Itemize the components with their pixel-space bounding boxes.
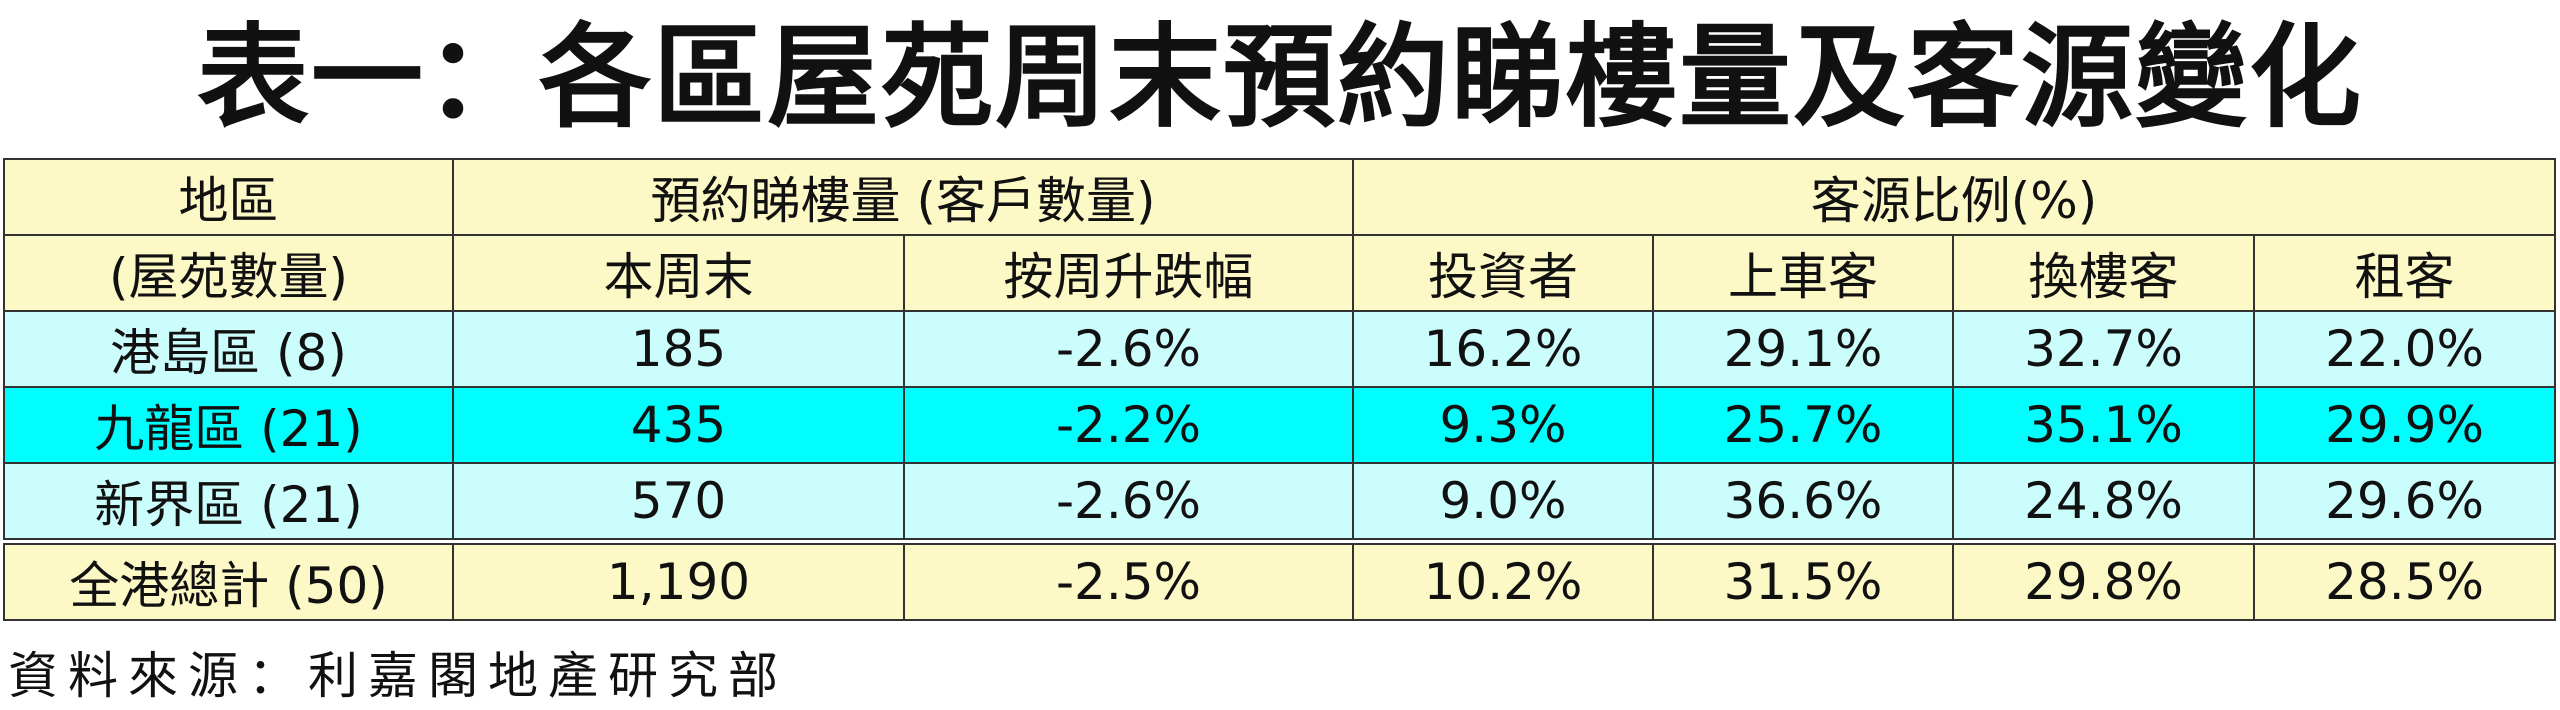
table-cell: 港島區 (8)	[3, 310, 454, 388]
table-cell: -2.6%	[902, 310, 1355, 388]
header-cell: 預約睇樓量 (客戶數量)	[451, 158, 1355, 236]
table-cell: 35.1%	[1952, 386, 2256, 464]
table-cell: 全港總計 (50)	[3, 538, 454, 621]
table-cell: 1,190	[452, 538, 905, 621]
table-cell: 31.5%	[1652, 538, 1955, 621]
header-cell: 本周末	[452, 234, 905, 312]
table-cell: 25.7%	[1652, 386, 1955, 464]
table-cell: -2.6%	[902, 462, 1355, 543]
table-cell: 32.7%	[1952, 310, 2256, 388]
table-cell: -2.5%	[902, 538, 1355, 621]
table-cell: 24.8%	[1952, 462, 2256, 543]
source-note: 資料來源：利嘉閣地產研究部	[8, 647, 788, 705]
header-cell: 租客	[2253, 234, 2557, 312]
table-cell: 10.2%	[1352, 538, 1655, 621]
table-cell: 新界區 (21)	[3, 462, 454, 543]
header-cell: 換樓客	[1952, 234, 2256, 312]
table-cell: 28.5%	[2253, 538, 2557, 621]
table-cell: 36.6%	[1652, 462, 1955, 543]
table-row: 全港總計 (50) 1,190 -2.5% 10.2% 31.5% 29.8% 28.5%	[3, 538, 2557, 621]
data-table: 地區 預約睇樓量 (客戶數量) 客源比例(%) (屋苑數量) 本周末 按周升跌幅 投資者 上車…	[3, 158, 2557, 621]
header-cell: 客源比例(%)	[1352, 158, 2557, 236]
table-cell: 9.3%	[1352, 386, 1655, 464]
table-cell: 29.6%	[2253, 462, 2557, 543]
table-cell: 9.0%	[1352, 462, 1655, 543]
header-cell: 按周升跌幅	[902, 234, 1355, 312]
header-cell: 地區	[3, 158, 454, 236]
table-cell: 22.0%	[2253, 310, 2557, 388]
title: 表一：各區屋苑周末預約睇樓量及客源變化	[197, 13, 2363, 143]
table-cell: 九龍區 (21)	[3, 386, 454, 464]
table-cell: 29.9%	[2253, 386, 2557, 464]
header-cell: (屋苑數量)	[3, 234, 454, 312]
header-cell: 投資者	[1352, 234, 1655, 312]
table-cell: 29.8%	[1952, 538, 2256, 621]
table-row: 九龍區 (21) 435 -2.2% 9.3% 25.7% 35.1% 29.9%	[3, 386, 2557, 464]
table-cell: 16.2%	[1352, 310, 1655, 388]
header-row: 地區 預約睇樓量 (客戶數量) 客源比例(%)	[3, 158, 2557, 236]
table-cell: 570	[452, 462, 905, 543]
header-row: (屋苑數量) 本周末 按周升跌幅 投資者 上車客 換樓客 租客	[3, 234, 2557, 312]
table-header: 地區 預約睇樓量 (客戶數量) 客源比例(%) (屋苑數量) 本周末 按周升跌幅 投資者 上車…	[3, 158, 2557, 312]
table-row: 港島區 (8) 185 -2.6% 16.2% 29.1% 32.7% 22.0%	[3, 310, 2557, 388]
table-row: 新界區 (21) 570 -2.6% 9.0% 36.6% 24.8% 29.6%	[3, 462, 2557, 543]
table-cell: 435	[452, 386, 905, 464]
table-cell: -2.2%	[902, 386, 1355, 464]
table-cell: 185	[452, 310, 905, 388]
header-cell: 上車客	[1652, 234, 1955, 312]
table-body: 港島區 (8) 185 -2.6% 16.2% 29.1% 32.7% 22.0% 九龍區 (…	[3, 310, 2557, 621]
table-cell: 29.1%	[1652, 310, 1955, 388]
